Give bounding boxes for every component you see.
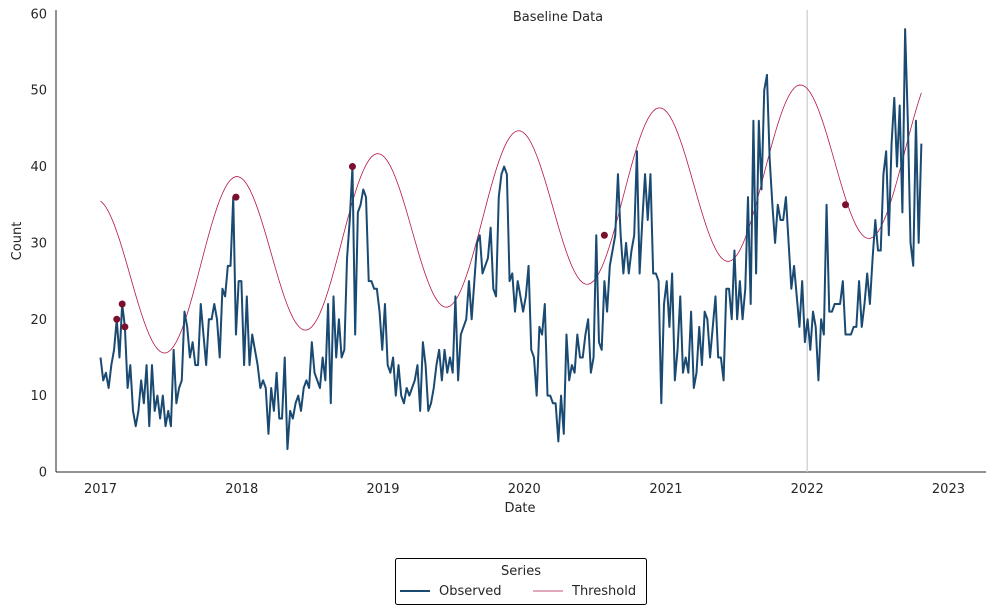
threshold-line <box>100 84 922 354</box>
legend: Series Observed Threshold <box>395 558 647 605</box>
chart-title: Baseline Data <box>513 10 603 25</box>
y-tick-label: 10 <box>30 389 47 404</box>
y-tick-label: 40 <box>30 160 47 175</box>
x-tick-label: 2020 <box>508 482 541 497</box>
y-axis-title: Count <box>10 222 25 261</box>
legend-box <box>395 558 647 605</box>
alarm-point <box>600 231 608 239</box>
x-tick-label: 2017 <box>84 482 117 497</box>
x-axis-title: Date <box>504 501 535 516</box>
y-tick-label: 60 <box>30 7 47 22</box>
threshold-series <box>100 84 922 354</box>
x-tick-label: 2021 <box>649 482 682 497</box>
legend-label-observed: Observed <box>439 584 502 599</box>
ticks-group: 2017 2018 2019 2020 2021 2022 2023 0 10 20 30 40 50 6… <box>30 7 965 497</box>
alarm-point <box>118 300 126 308</box>
observed-series <box>99 28 923 451</box>
alarm-point <box>348 163 356 171</box>
axes <box>55 10 986 473</box>
alarm-points <box>113 163 850 331</box>
alarm-point <box>113 315 121 323</box>
y-tick-label: 0 <box>39 466 47 481</box>
y-tick-label: 50 <box>30 84 47 99</box>
y-tick-label: 30 <box>30 236 47 251</box>
alarm-point <box>842 201 850 209</box>
alarm-point <box>232 193 240 201</box>
legend-title: Series <box>501 564 541 579</box>
y-tick-label: 20 <box>30 313 47 328</box>
x-tick-label: 2018 <box>225 482 258 497</box>
x-tick-label: 2023 <box>932 482 965 497</box>
x-tick-label: 2019 <box>366 482 399 497</box>
observed-line <box>99 28 923 451</box>
alarm-point <box>121 323 129 331</box>
legend-label-threshold: Threshold <box>571 584 636 599</box>
x-tick-label: 2022 <box>791 482 824 497</box>
